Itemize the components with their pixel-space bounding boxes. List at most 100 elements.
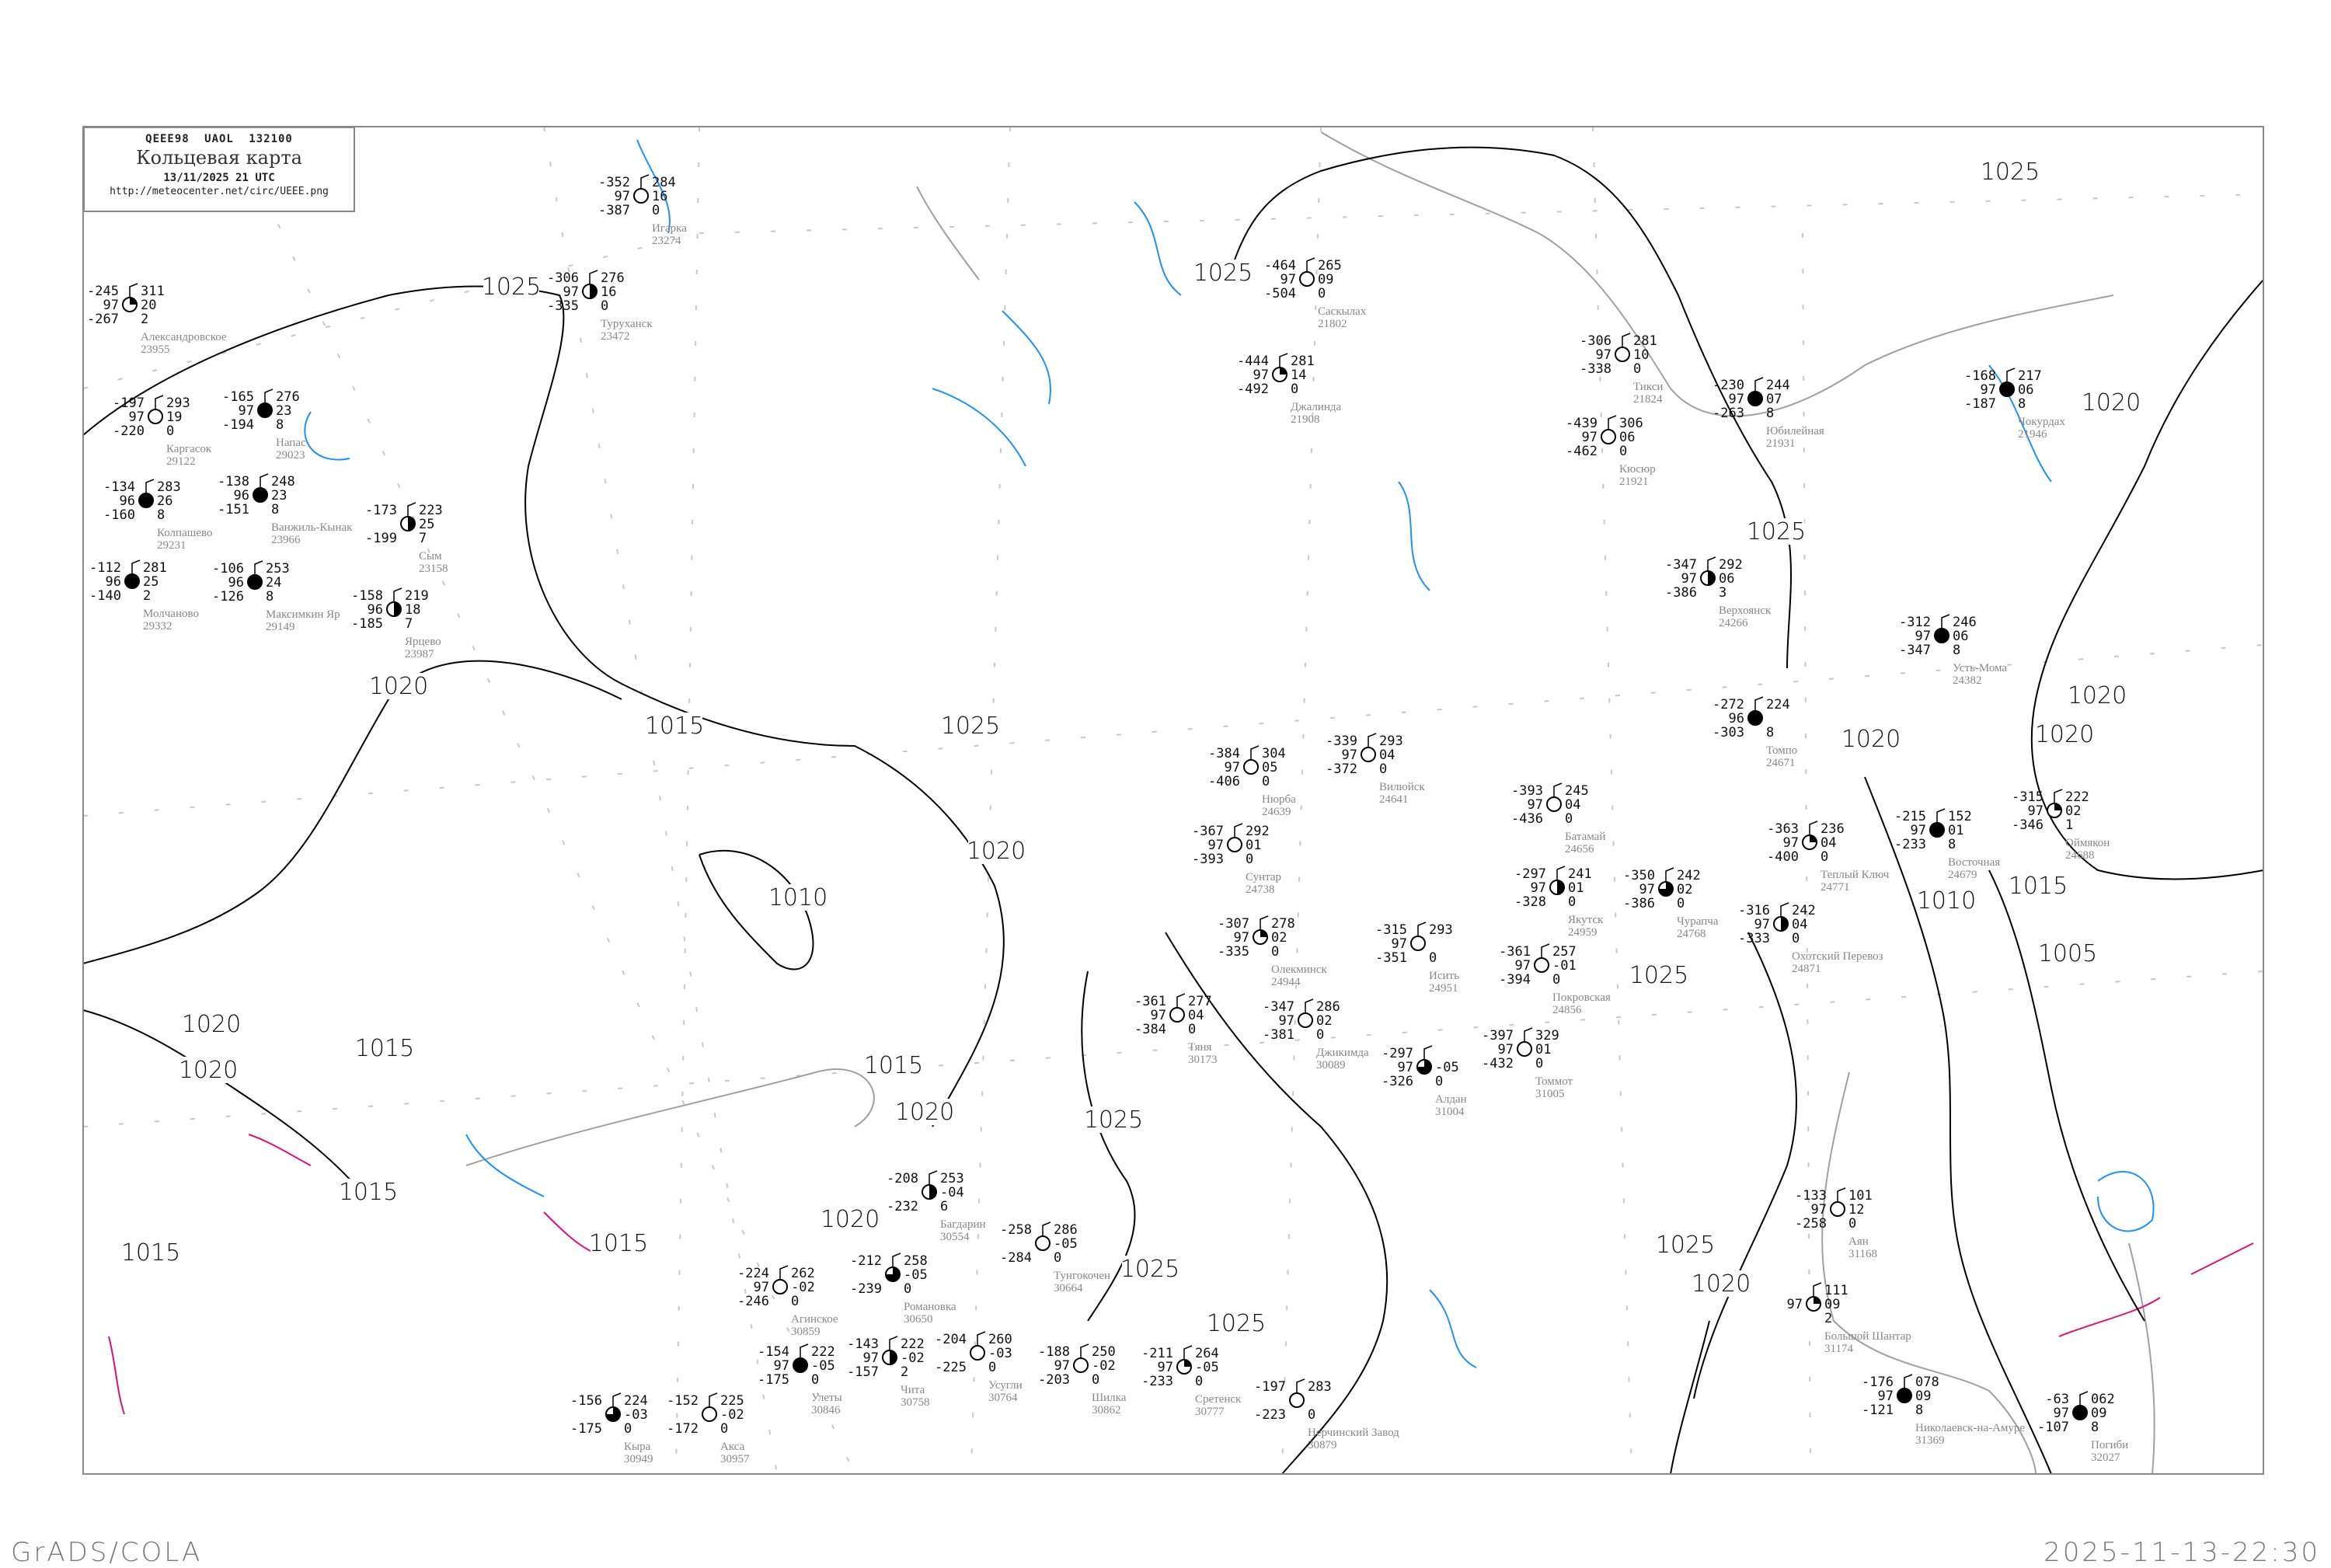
cloud-cover-fill: [1935, 629, 1949, 643]
low-cloud-amount: 0: [1271, 944, 1279, 960]
station-index: 30949: [624, 1453, 653, 1465]
pressure-tendency: -05: [904, 1267, 928, 1283]
wind-barb: [1813, 1282, 1822, 1297]
pressure-tendency: -05: [1195, 1360, 1219, 1375]
isobar-label-bg: [1693, 1270, 1749, 1297]
low-cloud-amount: 0: [988, 1360, 996, 1375]
stations: -35297-387284160Игарка23274-30697-335276…: [87, 174, 2128, 1465]
air-temperature: -315: [2012, 789, 2044, 805]
dew-point: -194: [222, 417, 254, 433]
station-name: Усть-Мома: [1953, 662, 2007, 674]
wind-barb: [1837, 1187, 1846, 1202]
map-header-box: QEEE98 UAOL 132100 Кольцевая карта 13/11…: [83, 127, 355, 212]
dew-point: -335: [1218, 944, 1249, 960]
dew-point: -223: [1254, 1407, 1286, 1423]
isobar-label-group: 1020: [2035, 721, 2094, 748]
cloud-cover-circle: [1615, 347, 1630, 362]
air-temperature: -173: [365, 503, 397, 518]
dew-point: -151: [218, 502, 249, 517]
station-index: 24871: [1792, 963, 1821, 975]
dew-point: -328: [1514, 894, 1546, 910]
low-cloud-amount: 0: [1633, 361, 1641, 377]
isobar-label-bg: [483, 274, 539, 300]
sea-level-pressure: 223: [419, 503, 443, 518]
wind-barb: [1754, 377, 1764, 392]
pressure-tendency: -02: [720, 1407, 744, 1423]
air-temperature: -154: [758, 1344, 789, 1360]
low-cloud-amount: 8: [1915, 1402, 1923, 1418]
cloud-cover-circle: [1169, 1007, 1185, 1023]
station-index: 30554: [940, 1231, 970, 1243]
station-index: 24738: [1246, 883, 1275, 896]
station-index: 24382: [1953, 674, 1982, 687]
isotherm-cold: [304, 411, 350, 461]
station-name: Саскылах: [1318, 305, 1367, 318]
air-temperature: -176: [1862, 1375, 1894, 1390]
cloud-cover-fill: [1659, 882, 1673, 896]
sea-level-pressure: 248: [271, 474, 295, 490]
station-name: Охотский Перевоз: [1792, 950, 1883, 963]
pressure-tendency: -02: [791, 1280, 815, 1295]
isobar-label-bg: [340, 1179, 396, 1205]
air-temperature: -133: [1795, 1188, 1827, 1204]
dew-point: -387: [598, 203, 630, 218]
visibility-code: 96: [228, 575, 244, 591]
isobar-label-group: 1020: [1841, 726, 1901, 753]
bulletin-code: QEEE98 UAOL 132100: [145, 133, 293, 145]
isobar-label: 1025: [1120, 1256, 1179, 1283]
station-name: Ярцево: [405, 636, 441, 648]
dew-point: -140: [89, 588, 121, 604]
low-cloud-amount: 0: [1318, 286, 1326, 301]
isobar-label: 1025: [1193, 260, 1253, 287]
sea-level-pressure: 062: [2091, 1392, 2115, 1407]
station-name: Каргасок: [166, 443, 212, 455]
coastline: [1320, 131, 2114, 417]
low-cloud-amount: 0: [811, 1372, 819, 1388]
isobar-label-group: 1015: [589, 1230, 648, 1257]
sea-level-pressure: 292: [1246, 824, 1270, 839]
sea-level-pressure: 242: [1677, 868, 1701, 883]
station-index: 31004: [1435, 1106, 1465, 1118]
isobar: [82, 1009, 366, 1197]
visibility-code: 97: [1531, 880, 1546, 896]
wind-barb: [264, 389, 274, 403]
air-temperature: -350: [1623, 868, 1655, 883]
isobar-label-bg: [1122, 1256, 1178, 1282]
low-cloud-amount: 0: [624, 1421, 632, 1437]
air-temperature: -165: [222, 389, 254, 405]
station-name: Нюрба: [1262, 793, 1296, 806]
pressure-tendency: 12: [1848, 1202, 1864, 1218]
visibility-code: 97: [1681, 571, 1697, 587]
cloud-cover-circle: [702, 1406, 717, 1422]
dew-point: -303: [1713, 725, 1744, 740]
station-index: 24266: [1719, 617, 1748, 629]
low-cloud-amount: 0: [1848, 1216, 1856, 1232]
dew-point: -263: [1713, 406, 1744, 421]
wind-barb: [709, 1392, 718, 1407]
air-temperature: -384: [1208, 746, 1240, 761]
dew-point: -246: [737, 1294, 769, 1309]
pressure-tendency: -05: [811, 1358, 835, 1374]
cloud-cover-fill: [394, 602, 401, 616]
isobar-label: 1020: [821, 1206, 880, 1233]
cloud-cover-fill: [1708, 571, 1715, 585]
station-index: 30173: [1188, 1054, 1218, 1066]
air-temperature: -444: [1237, 354, 1269, 369]
air-temperature: -143: [847, 1336, 879, 1352]
air-temperature: -297: [1382, 1046, 1413, 1061]
visibility-code: 97: [1515, 958, 1531, 974]
isobar-label: 1020: [179, 1057, 238, 1084]
isobar-label-group: 1025: [1084, 1106, 1143, 1134]
